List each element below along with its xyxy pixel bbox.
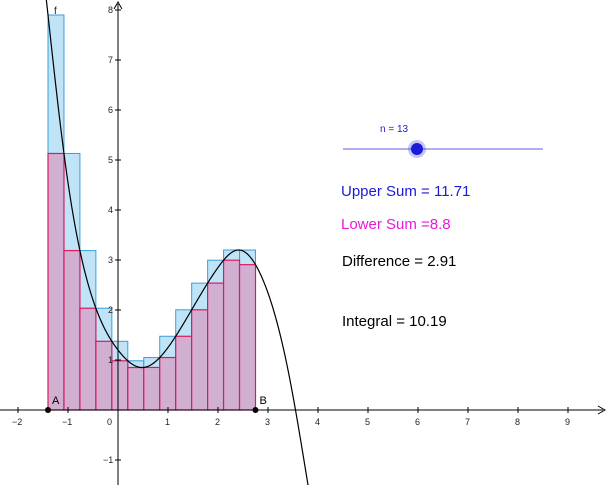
- lower-rectangle: [47, 152, 65, 411]
- x-tick-label: 6: [415, 417, 420, 427]
- x-tick-label: 7: [465, 417, 470, 427]
- function-label: f: [54, 6, 57, 17]
- y-tick-label: 2: [108, 305, 113, 315]
- y-tick-label: 4: [108, 205, 113, 215]
- lower-rectangle: [143, 366, 161, 411]
- lower-rectangle: [63, 249, 81, 411]
- lower-sum-text: Lower Sum =8.8: [341, 216, 451, 233]
- x-tick-label: 4: [315, 417, 320, 427]
- lower-rectangle: [175, 335, 193, 411]
- y-tick-label: 1: [108, 355, 113, 365]
- difference-text: Difference = 2.91: [342, 253, 457, 270]
- y-tick-label: 5: [108, 155, 113, 165]
- point-a-label: A: [52, 395, 60, 407]
- point-b[interactable]: [252, 407, 259, 413]
- upper-sum-text: Upper Sum = 11.71: [341, 183, 471, 200]
- point-b-label: B: [260, 395, 267, 407]
- lower-sum-rectangles: [47, 152, 257, 411]
- x-tick-label: 9: [565, 417, 570, 427]
- lower-rectangle: [238, 264, 257, 411]
- lower-rectangle: [222, 259, 241, 411]
- y-tick-label: 7: [108, 55, 113, 65]
- x-tick-label: −2: [12, 417, 22, 427]
- lower-rectangle: [127, 366, 145, 411]
- x-tick-label: −1: [62, 417, 72, 427]
- slider-label: n = 13: [380, 124, 409, 135]
- x-axis-arrow: [597, 405, 607, 415]
- y-axis-arrow: [113, 0, 123, 10]
- x-tick-label: 5: [365, 417, 370, 427]
- y-tick-label: 3: [108, 255, 113, 265]
- x-tick-label: 3: [265, 417, 270, 427]
- lower-rectangle: [191, 309, 209, 411]
- slider-knob[interactable]: [410, 143, 423, 155]
- lower-rectangle: [159, 356, 177, 411]
- x-tick-label: 1: [165, 417, 170, 427]
- y-tick-label: −1: [103, 455, 113, 465]
- integral-text: Integral = 10.19: [342, 313, 447, 330]
- x-tick-label: 0: [107, 417, 112, 427]
- y-tick-label: 6: [108, 105, 113, 115]
- x-tick-label: 8: [515, 417, 520, 427]
- point-a[interactable]: [45, 407, 51, 413]
- x-tick-label: 2: [215, 417, 220, 427]
- lower-rectangle: [79, 307, 97, 411]
- y-tick-label: 8: [108, 5, 113, 15]
- n-slider[interactable]: [343, 140, 543, 158]
- lower-rectangle: [95, 340, 113, 411]
- function-curve[interactable]: [45, 0, 311, 485]
- lower-rectangle: [111, 360, 129, 411]
- lower-rectangle: [207, 282, 225, 411]
